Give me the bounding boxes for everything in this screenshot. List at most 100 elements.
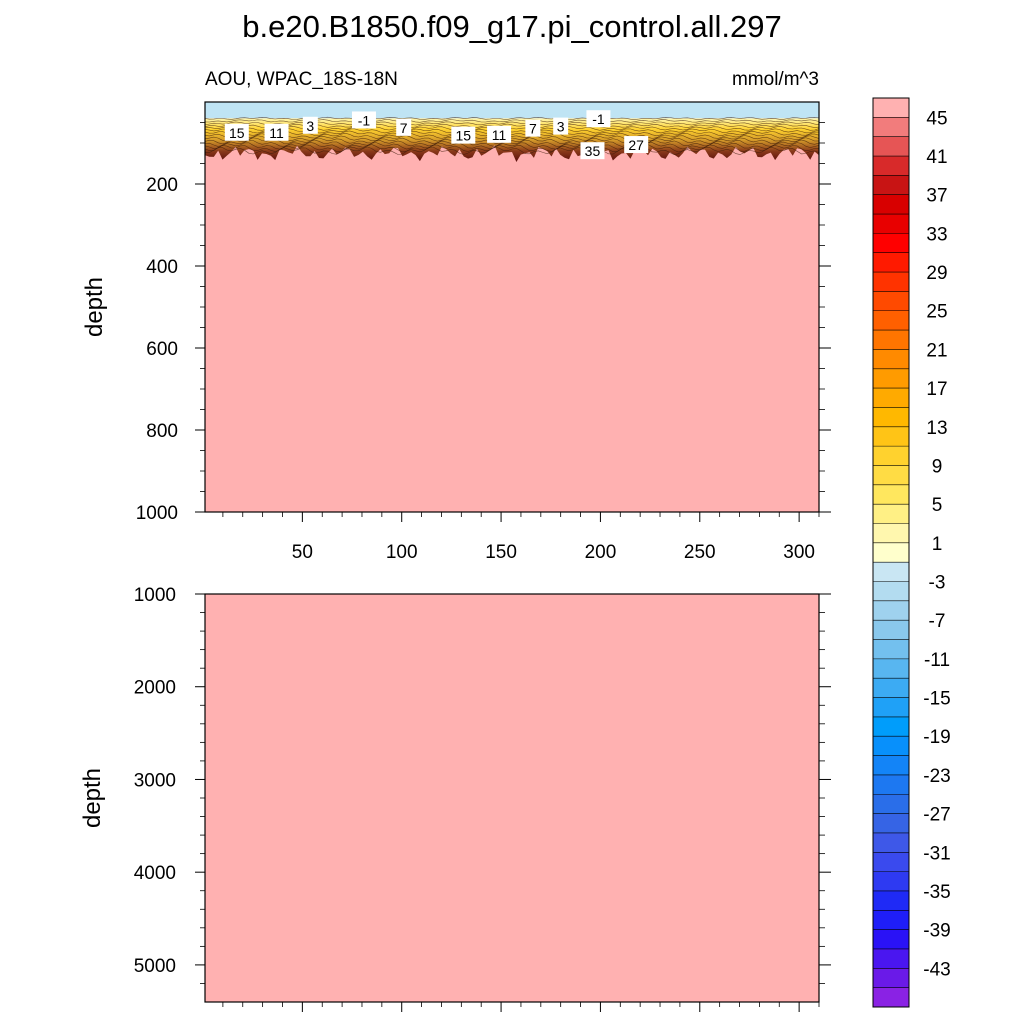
colorbar-swatch (873, 852, 909, 872)
contour-label-text: 3 (306, 118, 314, 134)
contour-line (205, 137, 819, 145)
colorbar-label: -3 (929, 573, 946, 594)
contour-line (205, 141, 819, 150)
contour-label: -1 (351, 111, 376, 129)
colorbar-label: 45 (926, 108, 947, 129)
colorbar-swatch (873, 252, 909, 273)
contour-line (205, 135, 819, 142)
y-tick-label: 800 (146, 421, 178, 442)
contour-label: 15 (451, 126, 476, 144)
contour-label: 11 (264, 123, 289, 141)
chart-subtitle-left: AOU, WPAC_18S-18N (205, 69, 398, 90)
contour-label: -1 (586, 110, 611, 128)
colorbar-swatch (873, 504, 909, 524)
colorbar: 45 41 37 33 29 25 21 17 13 9 5 1 -3 -7 -11 -15 -19 -23 -27… (872, 97, 951, 1008)
colorbar-swatch (873, 929, 909, 950)
colorbar-swatch (873, 968, 909, 988)
colorbar-label: -35 (923, 882, 950, 903)
top-panel: 200 400 600 800 1000 50 100 150 200 250 300 15 11 3 -… (81, 101, 831, 563)
colorbar-swatch (873, 446, 909, 466)
contour-label-text: -1 (592, 111, 605, 127)
colorbar-label: -7 (929, 611, 946, 632)
top-panel-fill (205, 102, 819, 512)
y-tick-label: 3000 (134, 770, 176, 791)
colorbar-swatch (873, 678, 909, 698)
colorbar-swatch (873, 639, 909, 660)
colorbar-label: -27 (923, 805, 950, 826)
colorbar-swatch (873, 871, 909, 892)
contour-label-text: -1 (358, 112, 371, 128)
colorbar-swatch (873, 890, 909, 911)
y-tick-label: 400 (146, 257, 178, 278)
colorbar-swatch (873, 620, 909, 640)
x-tick-label: 300 (783, 542, 815, 563)
contour-label-text: 15 (229, 125, 245, 141)
contour-line (205, 144, 819, 153)
colorbar-swatch (873, 136, 909, 157)
colorbar-frame (872, 97, 910, 1008)
y-tick-label: 600 (146, 339, 178, 360)
colorbar-swatch (873, 755, 909, 776)
contour-label-text: 35 (585, 143, 601, 159)
bottom-panel-fill (205, 594, 819, 1002)
colorbar-swatch (873, 272, 909, 292)
colorbar-swatch (873, 349, 909, 370)
colorbar-swatch (873, 813, 909, 834)
y-tick-label: 1000 (134, 585, 176, 606)
colorbar-label: -15 (923, 689, 950, 710)
contour-line (205, 139, 819, 147)
contour-label-text: 27 (628, 137, 644, 153)
y-tick-label: 4000 (134, 863, 176, 884)
colorbar-swatch (873, 465, 909, 486)
chart-units: mmol/m^3 (732, 69, 819, 90)
bottom-y-axis-label: depth (79, 768, 106, 828)
x-tick-label: 250 (684, 542, 716, 563)
contour-label-text: 11 (269, 125, 284, 141)
colorbar-swatch (873, 194, 909, 215)
contour-label: 3 (302, 116, 318, 134)
top-y-axis-label: depth (81, 277, 108, 337)
contour-line (205, 146, 819, 156)
contour-label: 15 (224, 123, 249, 141)
colorbar-label: 29 (926, 263, 947, 284)
colorbar-swatch (873, 117, 909, 137)
contour-label: 11 (487, 125, 512, 143)
contour-line (205, 132, 819, 139)
colorbar-label: -43 (923, 959, 950, 980)
colorbar-swatch (873, 175, 909, 196)
contour-label-text: 7 (529, 121, 537, 137)
colorbar-label: -11 (924, 650, 950, 671)
colorbar-label: 13 (926, 418, 947, 439)
colorbar-swatch (873, 484, 909, 505)
y-tick-label: 200 (146, 175, 178, 196)
x-tick-label: 150 (485, 542, 517, 563)
colorbar-swatch (873, 697, 909, 718)
colorbar-swatch (873, 310, 909, 331)
colorbar-swatch (873, 736, 909, 756)
x-tick-label: 50 (292, 542, 313, 563)
colorbar-swatch (873, 368, 909, 389)
x-tick-label: 100 (386, 542, 418, 563)
colorbar-label: 9 (932, 456, 943, 477)
y-tick-label: 1000 (136, 503, 178, 524)
colorbar-swatch (873, 581, 909, 602)
x-tick-label: 200 (585, 542, 617, 563)
colorbar-label: -19 (923, 727, 950, 748)
colorbar-label: 41 (926, 147, 947, 168)
contour-label: 7 (396, 118, 412, 136)
colorbar-label: 25 (926, 302, 947, 323)
colorbar-swatch (873, 832, 909, 853)
bottom-panel: 1000 2000 3000 4000 5000 depth (79, 585, 831, 1012)
colorbar-swatch (873, 523, 909, 544)
colorbar-swatch (873, 658, 909, 679)
colorbar-swatch (873, 156, 909, 176)
contour-label: 27 (624, 136, 649, 154)
colorbar-label: -31 (923, 843, 950, 864)
colorbar-swatch (873, 562, 909, 582)
colorbar-swatch (873, 542, 909, 563)
contour-label-text: 3 (557, 119, 565, 135)
colorbar-swatch (873, 214, 909, 234)
y-tick-label: 2000 (134, 678, 176, 699)
contour-label-text: 7 (400, 120, 408, 136)
